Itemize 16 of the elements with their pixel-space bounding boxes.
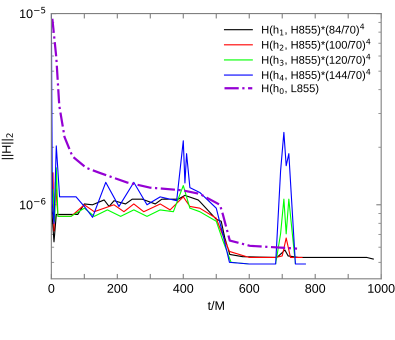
legend-label: H(h$_{4}$, H855)*(144/70)$^{4}$: [262, 68, 370, 82]
x-tick-label: 0: [48, 284, 54, 293]
x-tick-label: 1000: [368, 284, 395, 293]
legend-label: H(h$_{2}$, H855)*(100/70)$^{4}$: [262, 38, 370, 51]
legend-label: H(h$_{1}$, H855)*(84/70)$^{4}$: [262, 24, 364, 36]
x-tick-label: 400: [173, 284, 194, 293]
x-axis-title: t/M: [208, 300, 224, 310]
y-axis-title: ||H||$_{2}$: [2, 133, 14, 160]
x-tick-label: 800: [305, 284, 326, 293]
legend-label: H(h$_{3}$, H855)*(120/70)$^{4}$: [262, 54, 370, 66]
line-series: [51, 194, 374, 260]
y-tick-label: 10$^{−5}$: [20, 6, 46, 18]
x-tick-label: 200: [108, 284, 128, 293]
y-tick-label: 10$^{−6}$: [20, 198, 46, 210]
legend-label: H(h$_{0}$, L855): [262, 84, 318, 94]
x-tick-label: 600: [239, 284, 260, 293]
